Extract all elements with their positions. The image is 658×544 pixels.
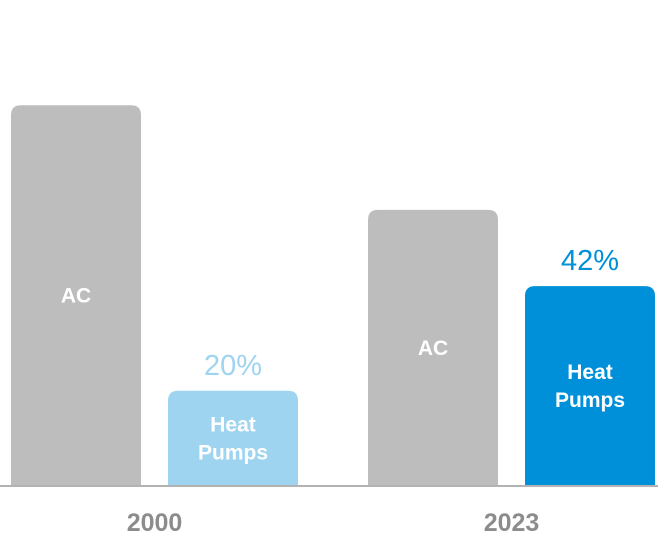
bar-label-heat-pumps-2000-line-1: Heat: [210, 413, 256, 436]
labels-layer: AC Heat Pumps 20% 2000 AC Heat Pumps 42% 2023: [61, 245, 625, 537]
data-label-heat-pumps-2023: 42%: [561, 245, 619, 277]
x-tick-label-2000: 2000: [127, 509, 183, 537]
bar-label-heat-pumps-2023-line-1: Heat: [567, 361, 613, 384]
bar-heat-pumps-2000: [168, 390, 298, 486]
bar-label-heat-pumps-2000-line-2: Pumps: [198, 441, 268, 464]
bars-layer: [11, 105, 655, 487]
bar-ac-2023: [368, 209, 498, 487]
data-label-heat-pumps-2000: 20%: [204, 350, 262, 382]
bar-ac-2000: [11, 105, 141, 486]
bar-label-ac-2000: AC: [61, 285, 91, 308]
bar-label-heat-pumps-2023-line-2: Pumps: [555, 389, 625, 412]
bar-heat-pumps-2023: [525, 286, 655, 486]
bar-label-ac-2023: AC: [418, 337, 448, 360]
x-tick-label-2023: 2023: [484, 509, 540, 537]
